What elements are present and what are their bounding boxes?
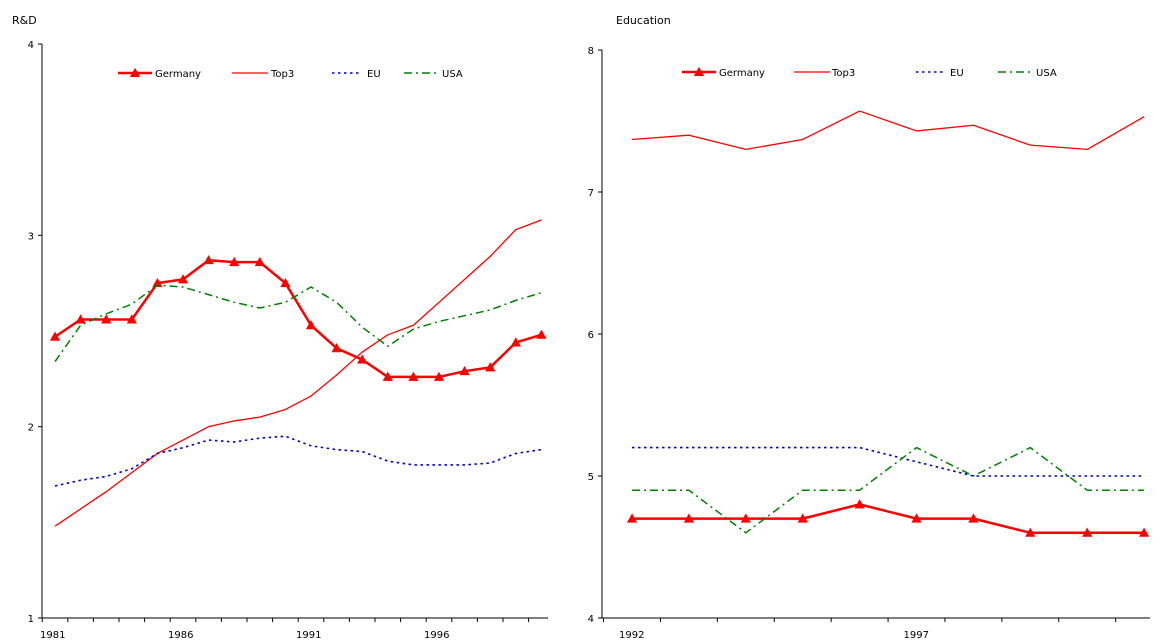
rd-point-germany [229,256,240,267]
rd-point-germany [485,362,496,372]
rd-series-eu [54,435,542,487]
rd-point-germany [459,365,470,376]
education-series-eu [632,446,1145,477]
rd-point-germany [49,331,61,341]
education-chart-title: Education [616,14,671,27]
rd-point-germany [203,254,214,265]
education-series-top3 [631,110,1145,151]
education-x-tick-label: 1992 [619,630,644,638]
education-chart: Education 4 5 6 7 8 1992 1997 Germany Top3 EU USA [588,14,1150,641]
education-point-germany [854,499,865,509]
rd-series-top3 [54,219,542,527]
rd-x-tick-label: 1986 [168,630,193,638]
rd-point-germany [75,314,86,324]
education-legend-label-germany: Germany [719,68,765,79]
rd-chart-title: R&D [12,14,37,27]
rd-point-germany [254,256,265,267]
rd-x-tick-label: 1996 [424,630,449,638]
rd-point-germany [152,277,163,288]
education-y-tick-label: 5 [588,472,594,483]
education-point-germany [740,513,751,523]
education-point-germany [683,513,695,523]
rd-x-tick-label: 1991 [296,630,321,638]
education-legend-label-top3: Top3 [831,68,855,79]
rd-point-germany [357,354,368,364]
education-point-germany [1025,527,1036,537]
rd-point-germany [305,320,317,330]
education-point-germany [968,513,979,523]
rd-point-germany [331,343,342,353]
education-series-germany [632,503,1145,535]
rd-series-germany [54,258,542,379]
rd-point-germany [408,371,419,381]
rd-series-usa [54,284,542,363]
education-point-germany [1138,527,1150,537]
education-point-germany [911,513,922,523]
rd-legend-label-eu: EU [367,69,381,80]
rd-y-tick-label: 4 [28,40,34,51]
rd-x-tick-label: 1981 [40,630,65,638]
education-y-tick-label: 4 [588,614,594,625]
rd-legend-label-top3: Top3 [270,69,294,80]
rd-point-germany [101,314,112,324]
education-legend-label-usa: USA [1036,68,1057,79]
education-x-tick-label: 1997 [904,630,929,638]
rd-point-germany [536,329,547,339]
education-point-germany [626,513,638,523]
rd-chart: R&D 1 2 3 4 1981 1986 1991 1996 Germany Top3 EU USA [12,14,548,641]
rd-point-germany [280,277,291,288]
education-point-germany [797,513,808,523]
education-series-usa [632,446,1145,534]
rd-point-germany [126,314,137,324]
rd-point-germany [382,371,393,381]
education-legend-label-eu: EU [950,68,964,79]
rd-point-germany [510,337,521,347]
rd-legend-marker-germany [129,67,141,77]
rd-point-germany [177,274,189,284]
education-y-tick-label: 7 [588,188,594,199]
rd-legend-label-germany: Germany [155,69,201,80]
education-point-germany [1082,527,1093,537]
rd-point-germany [433,371,445,381]
rd-y-tick-label: 2 [28,423,34,434]
rd-legend-label-usa: USA [442,69,463,80]
education-y-tick-label: 8 [588,46,594,57]
education-y-tick-label: 6 [588,330,594,341]
education-legend-marker-germany [693,66,705,76]
rd-y-tick-label: 1 [28,614,34,625]
rd-y-tick-label: 3 [28,231,34,242]
